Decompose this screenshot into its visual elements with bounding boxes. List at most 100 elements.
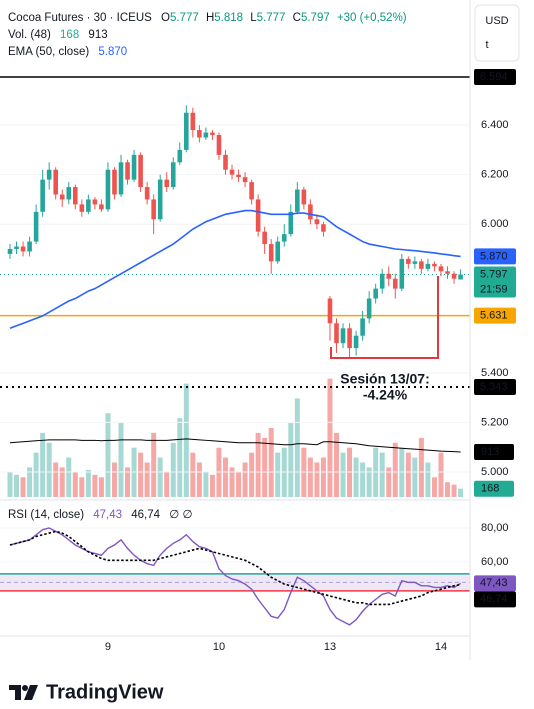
volume-bar [14,474,20,497]
candle-body [392,278,398,289]
candle-body [53,169,59,195]
volume-name: Vol. (48) [8,29,51,41]
symbol-line: Cocoa Futures · 30 · ICEUS O5.777 H5.818… [8,12,407,24]
volume-bar [196,462,202,497]
volume-bar [445,482,451,497]
candle-body [451,273,457,279]
candle-body [281,234,287,242]
volume-bar [33,452,39,497]
unit: t [485,39,488,51]
rsi-value: 47,43 [93,509,122,521]
candle-body [59,194,65,200]
candle-body [360,318,365,336]
volume-bar [236,472,242,497]
candle-body [33,211,39,242]
volume-bar [379,452,385,497]
currency: USD [485,15,508,27]
candle-body [105,169,111,210]
candle-body [92,199,98,205]
volume-bar [242,462,248,497]
candle-body [118,162,124,195]
ohlc-key: C [293,12,301,24]
ohlc-value: 5.818 [214,12,243,24]
volume-bar [229,467,235,497]
volume-bar [98,477,104,497]
candle-body [27,241,32,252]
candle-body [340,328,346,344]
y-tick-label: 80,00 [481,522,509,534]
volume-bar [209,474,215,497]
volume-bar [177,418,183,497]
candle-body [386,273,392,279]
candle-body [412,261,418,264]
volume-bar [262,437,268,497]
axis-value-label: 5.797 [480,268,508,280]
volume-bar [288,423,294,497]
volume-bar [255,432,261,497]
volume-bar [170,442,176,497]
annotation: Sesión 13/07: -4.24% [340,371,430,403]
volume-bar [46,442,52,497]
volume-bar [59,467,65,497]
volume-bar [7,472,13,497]
ohlc-key: H [206,12,214,24]
volume-bar [151,432,157,497]
axis-value-box [474,575,516,592]
candle-body [203,132,209,138]
volume-ma-value: 913 [88,29,107,41]
volume-bar [92,474,98,497]
axis-value-box [474,69,516,86]
y-tick-label: 5.200 [481,416,509,428]
ohlc-key: O [161,12,170,24]
volume-bar [118,423,124,497]
brand-logo: TradingView [9,681,164,703]
countdown: 21:59 [480,283,508,295]
candle-body [229,169,235,175]
volume-value: 168 [60,29,79,41]
y-tick-label: 6.000 [481,218,509,230]
axis-value-label: 5.631 [480,310,508,322]
candle-body [268,244,274,262]
axis-value-box [474,307,516,324]
candle-body [419,261,424,269]
volume-bar [386,467,392,497]
candle-body [66,187,72,200]
change-label: +30 (+0,52%) [337,12,407,24]
candle-body [73,187,78,205]
ema-name: EMA (50, close) [8,46,89,58]
volume-bar [366,467,372,497]
volume-bar [222,457,228,497]
volume-bar [320,457,326,497]
volume-bar [40,432,46,497]
candle-body [125,162,130,180]
logo-mark [22,685,28,691]
volume-bar [392,442,398,497]
candle-body [425,263,431,269]
candle-body [86,199,91,212]
axis-value-label: 5.343 [480,381,508,393]
candle-body [314,219,320,225]
candle-body [197,130,202,138]
ohlc-value: 5.777 [170,12,199,24]
volume-bar [183,383,189,497]
axis-value-label: 6.594 [480,71,508,83]
session-bracket [330,276,439,359]
axis-value-box [474,480,514,497]
axis-value-label: 5.870 [480,250,508,262]
candle-body [157,179,163,220]
volume-bar [425,462,431,497]
candle-body [373,288,378,299]
ohlc-key: L [250,12,257,24]
candle-body [379,273,385,289]
volume-bar [138,452,144,497]
currency-frame [474,4,520,62]
volume-bar [203,472,209,497]
candle-body [255,199,261,232]
logo-mark [24,685,38,700]
ema-line [9,209,461,330]
volume-bar [451,484,457,497]
axis-value-label: 46,74 [480,593,508,605]
candle-body [242,177,248,183]
x-tick-label: 14 [435,641,447,653]
candle-body [46,169,52,180]
